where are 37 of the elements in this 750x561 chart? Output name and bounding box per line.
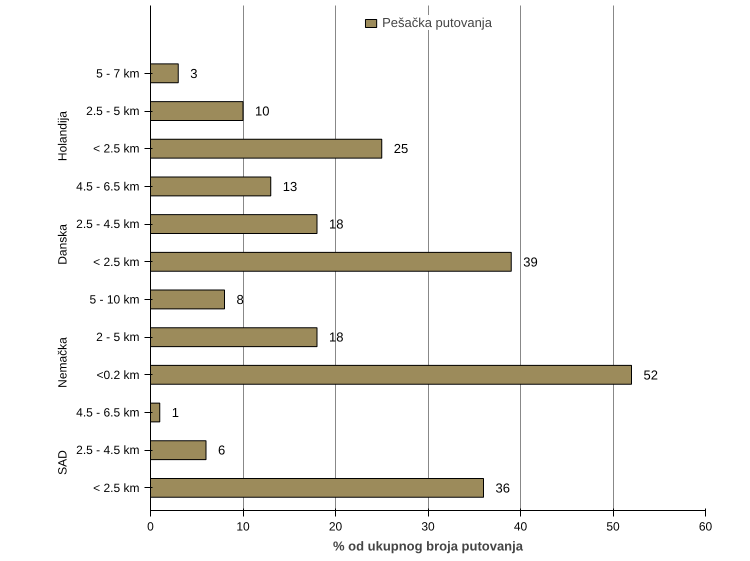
data-label: 1 — [172, 405, 179, 420]
data-label: 3 — [190, 66, 198, 81]
data-label: 36 — [496, 480, 510, 496]
y-tick-label: 2.5 - 5 km — [86, 104, 140, 118]
y-tick-label: < 2.5 km — [93, 142, 140, 156]
data-label: 18 — [329, 216, 344, 232]
text: SAD — [56, 450, 70, 475]
data-label: 52 — [644, 367, 658, 382]
y-tick-label: 2.5 - 4.5 km — [76, 443, 140, 458]
x-tick-label: 20 — [328, 520, 342, 534]
x-tick-label: 50 — [606, 520, 620, 534]
y-tick-label: 4.5 - 6.5 km — [76, 179, 140, 194]
y-tick-label: <0.2 km — [96, 368, 140, 382]
data-label: 13 — [282, 178, 298, 194]
y-tick-label: 2 - 5 km — [96, 330, 140, 344]
x-tick-label: 40 — [514, 520, 528, 534]
x-tick-label: 60 — [698, 520, 712, 534]
data-label: 8 — [236, 292, 244, 307]
x-tick-label: 30 — [421, 520, 435, 534]
data-label: 25 — [394, 141, 408, 156]
y-tick-label: 5 - 7 km — [96, 66, 140, 80]
text: Nemačka — [56, 336, 70, 388]
data-label: 18 — [329, 330, 344, 345]
x-tick-label: 0 — [147, 520, 154, 534]
y-tick-label: < 2.5 km — [93, 480, 140, 495]
x-tick-label: 10 — [236, 520, 250, 534]
x-axis-title: % od ukupnog broja putovanja — [333, 538, 524, 554]
text: Danska — [56, 224, 70, 265]
y-tick-label: 4.5 - 6.5 km — [76, 406, 140, 420]
data-label: 39 — [523, 254, 538, 270]
data-label: 6 — [218, 442, 226, 458]
y-tick-label: < 2.5 km — [93, 254, 140, 269]
y-tick-label: 5 - 10 km — [89, 292, 140, 306]
data-label: 10 — [255, 104, 270, 119]
y-tick-label: 2.5 - 4.5 km — [76, 217, 140, 232]
legend-label: Pešačka putovanja — [382, 15, 492, 30]
text: Holandija — [56, 110, 70, 162]
